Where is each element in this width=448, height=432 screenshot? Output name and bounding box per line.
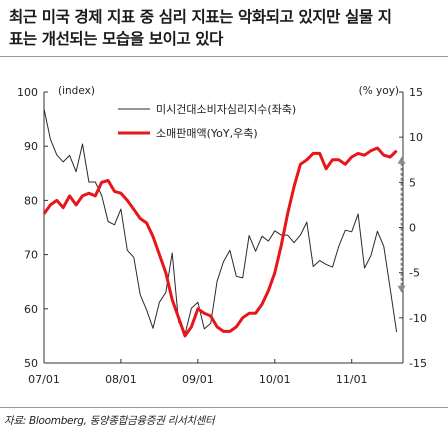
left-axis-tick-label: 100 [17,86,38,99]
left-axis-tick-label: 70 [24,249,38,262]
legend-label-retail-sales: 소매판매액(YoY,우축) [156,127,258,140]
x-axis-tick-label: 07/01 [28,373,60,386]
annotation-arrow-head-down [397,285,406,293]
right-axis-tick-label: 15 [409,86,423,99]
source-note: 자료: Bloomberg, 동양종합금융증권 리서치센터 [4,415,215,427]
right-axis-tick-label: 0 [409,222,416,235]
annotation-arrow-head-up [397,156,406,164]
right-axis-unit: (% yoy) [359,85,399,97]
chart-title: 최근 미국 경제 지표 중 심리 지표는 악화되고 있지만 실물 지 표는 개선… [9,6,441,50]
x-axis-tick-label: 08/01 [105,373,137,386]
right-axis-tick-label: 10 [409,131,423,144]
series-line-consumer-sentiment [43,108,398,335]
legend-label-consumer-sentiment: 미시건대소비자심리지수(좌축) [156,103,296,116]
source-divider [0,407,448,408]
left-axis-tick-label: 90 [24,140,38,153]
left-axis-tick-label: 50 [24,357,38,370]
right-axis-tick-label: -15 [409,357,427,370]
series-line-retail-sales [42,146,398,338]
right-axis-tick-label: -5 [409,267,420,280]
left-axis-unit: (index) [58,85,95,97]
right-axis-tick-label: -10 [409,312,427,325]
x-axis-tick-label: 11/01 [336,373,368,386]
title-line-2: 표는 개선되는 모습을 보이고 있다 [9,30,224,48]
x-axis-tick-label: 09/01 [182,373,214,386]
left-axis-tick-label: 80 [24,194,38,207]
x-axis-tick-label: 10/01 [259,373,291,386]
title-line-1: 최근 미국 경제 지표 중 심리 지표는 악화되고 있지만 실물 지 [9,8,392,26]
right-axis-tick-label: 5 [409,176,416,189]
left-axis-tick-label: 60 [24,303,38,316]
title-divider [0,56,448,57]
